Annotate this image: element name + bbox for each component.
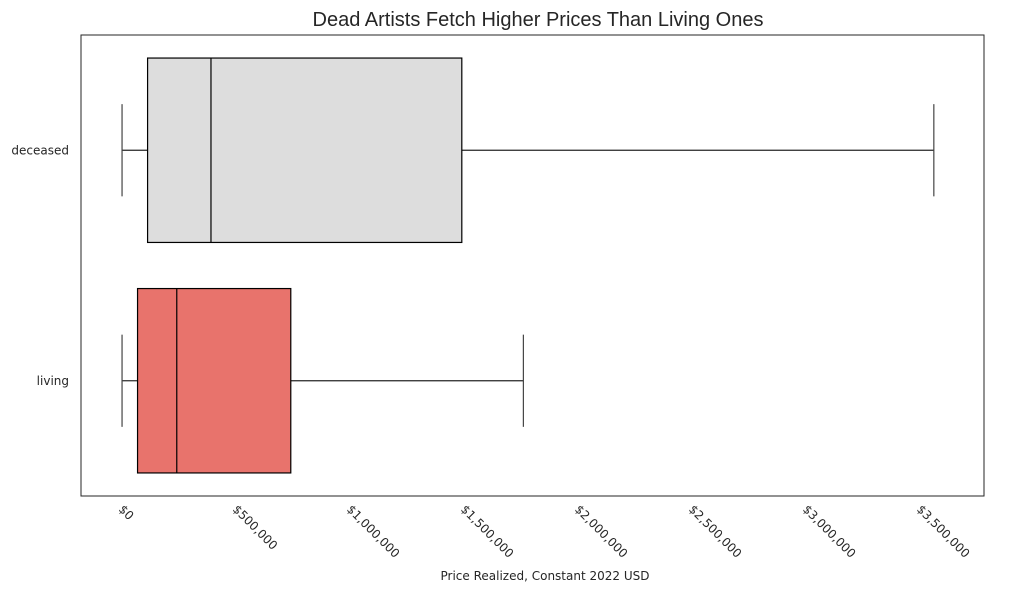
x-tick-label: $2,000,000 <box>572 502 630 560</box>
x-tick-label: $0 <box>116 502 137 523</box>
x-axis-label: Price Realized, Constant 2022 USD <box>441 569 650 583</box>
x-tick-label: $2,500,000 <box>686 502 744 560</box>
x-tick-label: $500,000 <box>230 502 280 552</box>
boxes-layer <box>121 57 935 474</box>
box-deceased <box>121 57 935 244</box>
y-tick-label-living: living <box>37 374 69 388</box>
iqr-box-living <box>136 287 292 474</box>
chart-title: Dead Artists Fetch Higher Prices Than Li… <box>313 9 764 31</box>
box-living <box>121 287 524 474</box>
x-tick-label: $3,500,000 <box>914 502 972 560</box>
iqr-box-deceased <box>146 57 463 244</box>
x-tick-label: $1,000,000 <box>344 502 402 560</box>
x-tick-label: $1,500,000 <box>458 502 516 560</box>
y-tick-label-deceased: deceased <box>11 143 69 157</box>
x-axis-tick-labels: $0 $500,000 $1,000,000 $1,500,000 $2,000,000… <box>116 502 973 560</box>
x-tick-label: $3,000,000 <box>800 502 858 560</box>
y-axis-tick-labels: deceased living <box>11 143 69 388</box>
